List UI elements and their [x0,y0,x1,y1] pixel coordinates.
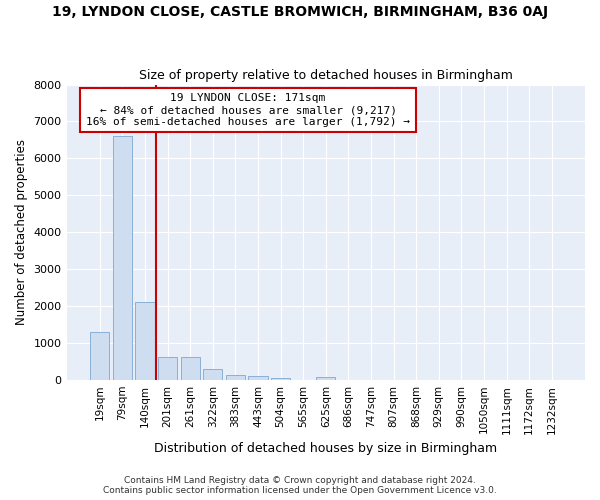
Bar [136,302,155,380]
Text: 19, LYNDON CLOSE, CASTLE BROMWICH, BIRMINGHAM, B36 0AJ: 19, LYNDON CLOSE, CASTLE BROMWICH, BIRMI… [52,5,548,19]
Bar [271,378,290,380]
Bar [113,136,132,380]
Bar [226,374,245,380]
Bar [158,357,177,380]
Bar [90,332,109,380]
Title: Size of property relative to detached houses in Birmingham: Size of property relative to detached ho… [139,69,513,82]
Text: Contains HM Land Registry data © Crown copyright and database right 2024.
Contai: Contains HM Land Registry data © Crown c… [103,476,497,495]
Bar [203,369,223,380]
Bar [248,376,268,380]
Y-axis label: Number of detached properties: Number of detached properties [15,140,28,326]
Bar [316,376,335,380]
X-axis label: Distribution of detached houses by size in Birmingham: Distribution of detached houses by size … [154,442,497,455]
Text: 19 LYNDON CLOSE: 171sqm
← 84% of detached houses are smaller (9,217)
16% of semi: 19 LYNDON CLOSE: 171sqm ← 84% of detache… [86,94,410,126]
Bar [181,357,200,380]
